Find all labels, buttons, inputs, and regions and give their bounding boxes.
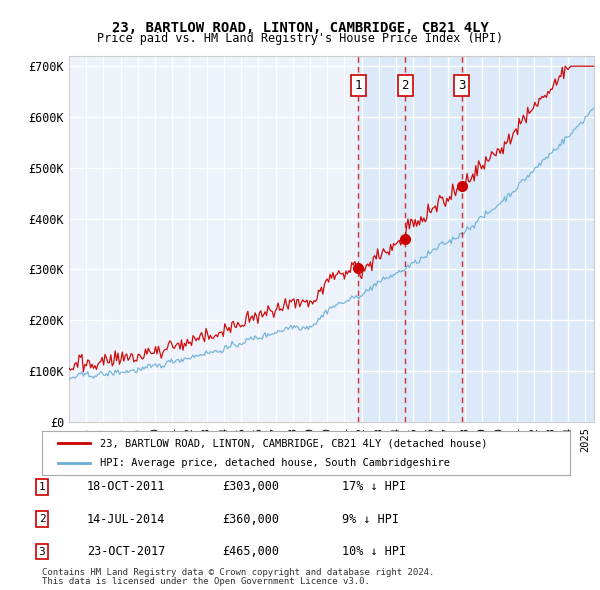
Bar — [358, 56, 600, 422]
Text: 1: 1 — [355, 79, 362, 92]
Text: £360,000: £360,000 — [222, 513, 279, 526]
Text: Price paid vs. HM Land Registry's House Price Index (HPI): Price paid vs. HM Land Registry's House … — [97, 32, 503, 45]
Text: 14-JUL-2014: 14-JUL-2014 — [87, 513, 166, 526]
Text: Contains HM Land Registry data © Crown copyright and database right 2024.: Contains HM Land Registry data © Crown c… — [42, 568, 434, 577]
Text: 23, BARTLOW ROAD, LINTON, CAMBRIDGE, CB21 4LY: 23, BARTLOW ROAD, LINTON, CAMBRIDGE, CB2… — [112, 21, 488, 35]
Text: 3: 3 — [38, 547, 46, 556]
Text: 3: 3 — [458, 79, 466, 92]
Text: £465,000: £465,000 — [222, 545, 279, 558]
Text: 1: 1 — [38, 482, 46, 491]
Text: 10% ↓ HPI: 10% ↓ HPI — [342, 545, 406, 558]
Text: 17% ↓ HPI: 17% ↓ HPI — [342, 480, 406, 493]
Text: 9% ↓ HPI: 9% ↓ HPI — [342, 513, 399, 526]
Text: £303,000: £303,000 — [222, 480, 279, 493]
Text: 23, BARTLOW ROAD, LINTON, CAMBRIDGE, CB21 4LY (detached house): 23, BARTLOW ROAD, LINTON, CAMBRIDGE, CB2… — [100, 438, 488, 448]
Text: HPI: Average price, detached house, South Cambridgeshire: HPI: Average price, detached house, Sout… — [100, 458, 450, 467]
Text: 2: 2 — [401, 79, 409, 92]
Text: 18-OCT-2011: 18-OCT-2011 — [87, 480, 166, 493]
Text: This data is licensed under the Open Government Licence v3.0.: This data is licensed under the Open Gov… — [42, 577, 370, 586]
Text: 23-OCT-2017: 23-OCT-2017 — [87, 545, 166, 558]
Text: 2: 2 — [38, 514, 46, 524]
